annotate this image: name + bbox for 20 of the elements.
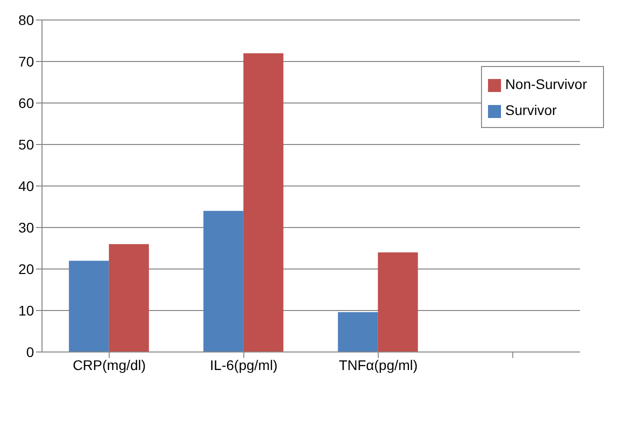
y-tick-label: 50 <box>18 136 34 152</box>
y-tick-label: 70 <box>18 53 34 70</box>
y-tick-label: 20 <box>18 260 34 277</box>
legend-label: Non-Survivor <box>505 76 587 92</box>
x-tick-label: TNFα(pg/ml) <box>338 356 418 373</box>
bar <box>108 244 149 352</box>
y-tick-label: 0 <box>26 344 34 360</box>
bar <box>338 312 378 352</box>
y-tick-label: 10 <box>18 302 34 318</box>
y-tick-label: 30 <box>18 219 34 236</box>
bar <box>68 260 109 352</box>
x-tick-label: CRP(mg/dl) <box>72 356 146 373</box>
bar <box>203 210 244 352</box>
y-tick-label: 40 <box>18 178 34 194</box>
y-tick-label: 60 <box>18 94 34 111</box>
bar <box>243 53 284 352</box>
x-tick-label: IL-6(pg/ml) <box>210 356 278 373</box>
y-tick-label: 80 <box>18 12 34 28</box>
bar <box>378 252 418 352</box>
legend-label: Survivor <box>505 102 557 118</box>
